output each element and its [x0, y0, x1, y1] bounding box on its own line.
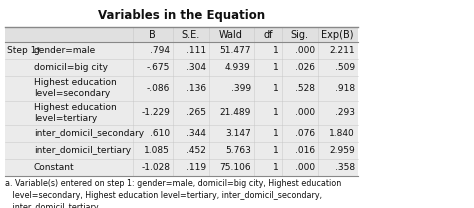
Text: .000: .000 [295, 46, 315, 55]
Text: .293: .293 [335, 108, 355, 118]
Text: Variables in the Equation: Variables in the Equation [98, 9, 265, 22]
Text: .610: .610 [150, 129, 170, 138]
Text: domicil=big city: domicil=big city [34, 63, 108, 72]
Text: -.086: -.086 [147, 84, 170, 93]
Text: Highest education
level=tertiary: Highest education level=tertiary [34, 103, 117, 123]
Text: .265: .265 [186, 108, 206, 118]
Text: .000: .000 [295, 108, 315, 118]
Text: 4.939: 4.939 [225, 63, 251, 72]
Text: .344: .344 [186, 129, 206, 138]
Text: 5.763: 5.763 [225, 146, 251, 155]
Bar [5, 101, 358, 125]
Text: S.E.: S.E. [182, 30, 200, 40]
Text: 75.106: 75.106 [219, 163, 251, 172]
Text: 1.840: 1.840 [329, 129, 355, 138]
Text: a. Variable(s) entered on step 1: gender=male, domicil=big city, Highest educati: a. Variable(s) entered on step 1: gender… [5, 179, 341, 208]
Text: 1: 1 [273, 63, 279, 72]
Text: Wald: Wald [219, 30, 243, 40]
Bar [5, 59, 358, 76]
Text: .111: .111 [186, 46, 206, 55]
Text: 1: 1 [273, 163, 279, 172]
Text: 1: 1 [273, 46, 279, 55]
Text: 3.147: 3.147 [225, 129, 251, 138]
Bar [5, 159, 358, 176]
Text: .452: .452 [186, 146, 206, 155]
Text: 21.489: 21.489 [219, 108, 251, 118]
Text: .076: .076 [295, 129, 315, 138]
Text: .119: .119 [186, 163, 206, 172]
Text: 1.085: 1.085 [144, 146, 170, 155]
Text: Sig.: Sig. [291, 30, 309, 40]
Text: Step 1ᵃ: Step 1ᵃ [7, 46, 40, 55]
Text: 1: 1 [273, 84, 279, 93]
Text: 1: 1 [273, 108, 279, 118]
Text: inter_domicil_secondary: inter_domicil_secondary [34, 129, 144, 138]
Text: 1: 1 [273, 146, 279, 155]
Text: .509: .509 [335, 63, 355, 72]
Text: Constant: Constant [34, 163, 74, 172]
Text: .399: .399 [231, 84, 251, 93]
Text: 1: 1 [273, 129, 279, 138]
Text: 51.477: 51.477 [219, 46, 251, 55]
Text: Exp(B): Exp(B) [321, 30, 354, 40]
Bar [5, 27, 358, 42]
Text: df: df [263, 30, 273, 40]
Bar [5, 125, 358, 142]
Text: -1.028: -1.028 [141, 163, 170, 172]
Bar [5, 42, 358, 59]
Bar [5, 76, 358, 101]
Text: -.675: -.675 [147, 63, 170, 72]
Text: .528: .528 [295, 84, 315, 93]
Text: .304: .304 [186, 63, 206, 72]
Bar [5, 142, 358, 159]
Text: .794: .794 [150, 46, 170, 55]
Text: B: B [149, 30, 156, 40]
Text: 2.959: 2.959 [329, 146, 355, 155]
Text: inter_domicil_tertiary: inter_domicil_tertiary [34, 146, 131, 155]
Text: -1.229: -1.229 [141, 108, 170, 118]
Text: gender=male: gender=male [34, 46, 96, 55]
Text: .358: .358 [335, 163, 355, 172]
Text: .026: .026 [295, 63, 315, 72]
Text: .136: .136 [186, 84, 206, 93]
Text: .000: .000 [295, 163, 315, 172]
Text: .918: .918 [335, 84, 355, 93]
Text: 2.211: 2.211 [329, 46, 355, 55]
Text: .016: .016 [295, 146, 315, 155]
Text: Highest education
level=secondary: Highest education level=secondary [34, 78, 117, 98]
